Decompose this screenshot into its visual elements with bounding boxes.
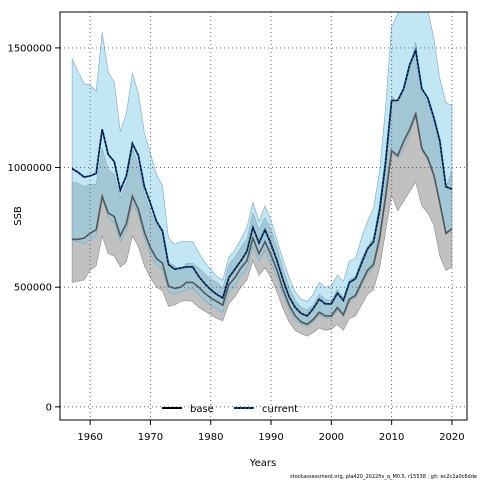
y-tick-label: 1000000 <box>7 163 52 174</box>
legend-label-base: base <box>190 404 214 415</box>
x-axis-label: Years <box>249 458 276 469</box>
confidence-bands <box>71 12 453 337</box>
line-current-dashes <box>71 48 453 317</box>
legend-label-current: current <box>262 404 298 415</box>
plot-area <box>59 11 468 421</box>
legend: base current <box>162 404 298 415</box>
series-lines <box>71 47 453 326</box>
plot-frame <box>59 11 468 421</box>
x-tick-label: 1990 <box>258 432 283 443</box>
band-current <box>71 12 453 328</box>
line-base <box>72 110 453 326</box>
x-tick-label: 1980 <box>198 432 223 443</box>
grid-lines <box>60 12 467 420</box>
y-tick-label: 0 <box>46 402 52 413</box>
y-axis-label: SSB <box>13 206 24 226</box>
x-tick-label: 1960 <box>77 432 102 443</box>
credit-text: stockassessment.org, pla420_2022fix_q_M0… <box>290 474 477 480</box>
x-tick-label: 2000 <box>319 432 344 443</box>
x-tick-label: 2020 <box>439 432 464 443</box>
y-tick-label: 1500000 <box>7 43 52 54</box>
y-axis-ticks: 0 500000 1000000 1500000 <box>7 43 60 413</box>
y-tick-label: 500000 <box>14 283 52 294</box>
x-tick-label: 2010 <box>379 432 404 443</box>
x-tick-label: 1970 <box>138 432 163 443</box>
x-axis-ticks: 1960 1970 1980 1990 2000 2010 2020 <box>77 420 465 443</box>
